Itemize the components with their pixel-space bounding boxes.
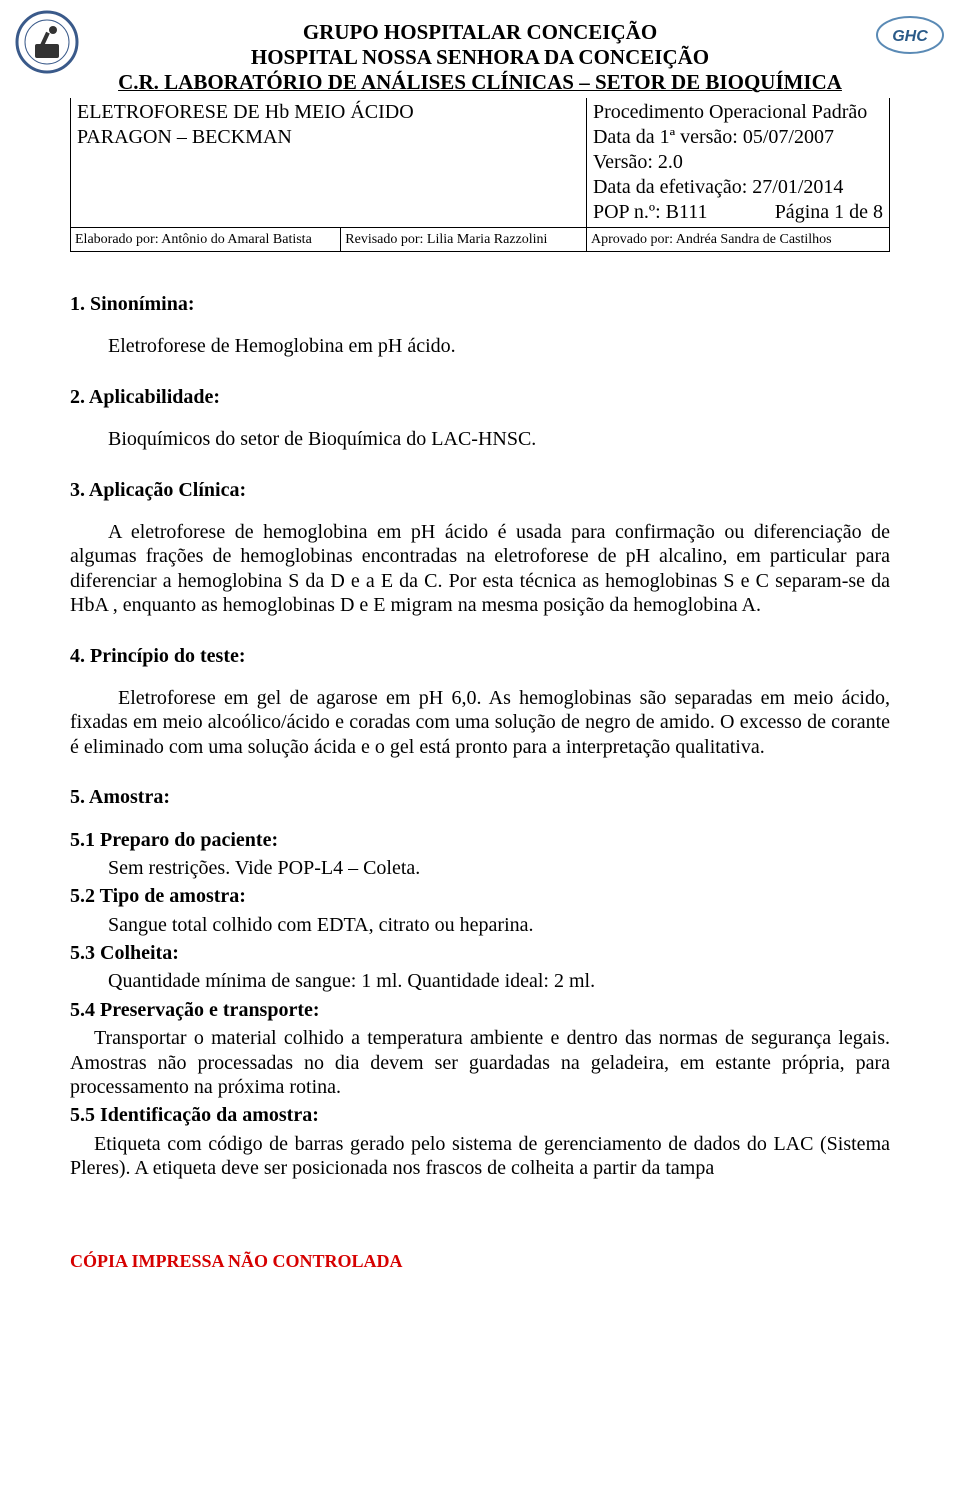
header-line-1: GRUPO HOSPITALAR CONCEIÇÃO [70, 20, 890, 45]
document-header: GHC GRUPO HOSPITALAR CONCEIÇÃO HOSPITAL … [70, 20, 890, 96]
section-5-5-title: 5.5 Identificação da amostra: [70, 1103, 890, 1127]
meta-left-cell: ELETROFORESE DE Hb MEIO ÁCIDO PARAGON – … [71, 98, 587, 228]
meta-right-line-1: Procedimento Operacional Padrão [593, 100, 883, 125]
page-container: GHC GRUPO HOSPITALAR CONCEIÇÃO HOSPITAL … [0, 0, 960, 1302]
elaborado-cell: Elaborado por: Antônio do Amaral Batista [71, 227, 341, 252]
section-5-3-text: Quantidade mínima de sangue: 1 ml. Quant… [70, 969, 890, 993]
meta-right-line-3: Versão: 2.0 [593, 150, 883, 175]
logo-right-text: GHC [892, 28, 928, 45]
aprovado-cell: Aprovado por: Andréa Sandra de Castilhos [586, 227, 889, 252]
section-5-4-title: 5.4 Preservação e transporte: [70, 998, 890, 1022]
document-body: 1. Sinonímina: Eletroforese de Hemoglobi… [70, 292, 890, 1181]
header-line-3: C.R. LABORATÓRIO DE ANÁLISES CLÍNICAS – … [70, 70, 890, 95]
section-5-3-title: 5.3 Colheita: [70, 941, 890, 965]
section-5-2-text: Sangue total colhido com EDTA, citrato o… [70, 913, 890, 937]
section-5-1-title: 5.1 Preparo do paciente: [70, 828, 890, 852]
meta-right-line-4: Data da efetivação: 27/01/2014 [593, 175, 883, 200]
section-1-text: Eletroforese de Hemoglobina em pH ácido. [70, 334, 890, 358]
revisado-cell: Revisado por: Lilia Maria Razzolini [341, 227, 587, 252]
section-2-text: Bioquímicos do setor de Bioquímica do LA… [70, 427, 890, 451]
page-number: Página 1 de 8 [775, 200, 883, 225]
section-5-2-title: 5.2 Tipo de amostra: [70, 884, 890, 908]
meta-right-line-2: Data da 1ª versão: 05/07/2007 [593, 125, 883, 150]
header-line-2: HOSPITAL NOSSA SENHORA DA CONCEIÇÃO [70, 45, 890, 70]
approval-row: Elaborado por: Antônio do Amaral Batista… [71, 227, 890, 252]
section-4-title: 4. Princípio do teste: [70, 644, 890, 668]
logo-left-icon [15, 10, 80, 75]
section-5-1-text: Sem restrições. Vide POP-L4 – Coleta. [70, 856, 890, 880]
pop-number: POP n.º: B111 [593, 200, 708, 225]
section-3-title: 3. Aplicação Clínica: [70, 478, 890, 502]
meta-right-cell: Procedimento Operacional Padrão Data da … [586, 98, 889, 228]
meta-right-line-5: POP n.º: B111 Página 1 de 8 [593, 200, 883, 225]
copy-footer: CÓPIA IMPRESSA NÃO CONTROLADA [70, 1251, 890, 1272]
section-4-text: Eletroforese em gel de agarose em pH 6,0… [70, 686, 890, 759]
meta-left-line-2: PARAGON – BECKMAN [77, 125, 580, 150]
logo-right-icon: GHC [875, 15, 945, 55]
section-5-4-text: Transportar o material colhido a tempera… [70, 1026, 890, 1099]
meta-left-line-1: ELETROFORESE DE Hb MEIO ÁCIDO [77, 100, 580, 125]
header-titles: GRUPO HOSPITALAR CONCEIÇÃO HOSPITAL NOSS… [70, 20, 890, 96]
section-1-title: 1. Sinonímina: [70, 292, 890, 316]
section-5-5-text: Etiqueta com código de barras gerado pel… [70, 1132, 890, 1181]
section-3-text: A eletroforese de hemoglobina em pH ácid… [70, 520, 890, 618]
section-2-title: 2. Aplicabilidade: [70, 385, 890, 409]
meta-table: ELETROFORESE DE Hb MEIO ÁCIDO PARAGON – … [70, 98, 890, 253]
section-5-title: 5. Amostra: [70, 785, 890, 809]
